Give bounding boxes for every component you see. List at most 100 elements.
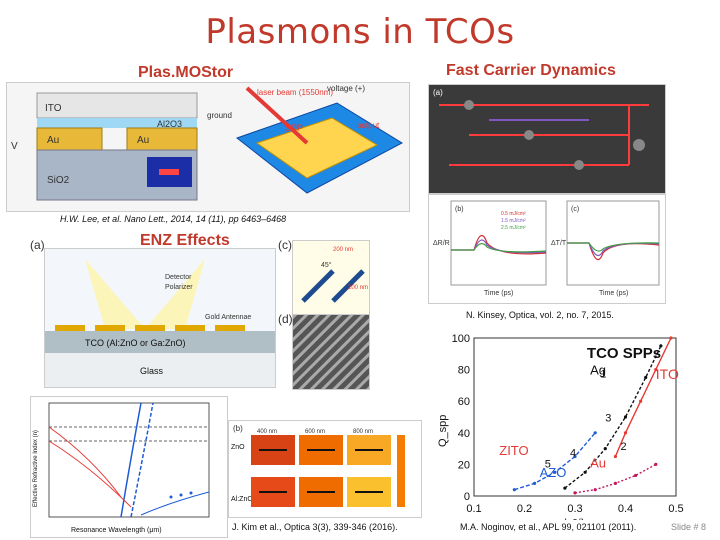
spp-series-point (634, 473, 638, 478)
spp-series-point (613, 481, 617, 485)
glass-label: Glass (140, 366, 164, 376)
antenna-label: Gold Antennae (205, 314, 251, 321)
plot-c-ylabel: ΔT/T (551, 240, 567, 247)
scale-label-1: 200 nm (333, 247, 353, 253)
kim-zno-label: ZnO (231, 444, 245, 451)
spp-annotation: Ag (590, 362, 606, 377)
citation-kim: J. Kim et al., Optica 3(3), 339-346 (201… (232, 522, 398, 532)
plot-b-xlabel: Time (ps) (484, 290, 513, 297)
spp-xtick-label: 0.2 (517, 503, 532, 515)
spp-series-point (593, 488, 597, 492)
spp-annotation: Au (590, 456, 606, 471)
spp-xtick-label: 0.4 (618, 503, 633, 515)
enz-sem-image (292, 314, 370, 390)
output-label: output (357, 121, 380, 130)
spp-ytick-label: 80 (458, 365, 470, 377)
ito-text: ITO (45, 103, 62, 114)
spp-annotation: 4 (570, 448, 576, 460)
citation-lee: H.W. Lee, et al. Nano Lett., 2014, 14 (1… (60, 214, 287, 224)
plasmostor-panel: ITO Au Au Al2O3 SiO2 V laser beam (1550n… (6, 82, 410, 212)
kim-width-1: 400 nm (257, 429, 277, 435)
spp-series-point (573, 491, 577, 495)
ito-layer (36, 92, 198, 119)
kim-alzno-label: Al:ZnO (231, 496, 253, 503)
spp-series-point (669, 336, 673, 340)
kim-field-svg: (b) ZnO Al:ZnO 400 nm 600 nm 800 nm (231, 424, 405, 507)
section-label-fast-carrier: Fast Carrier Dynamics (446, 62, 616, 79)
setup-label-a: (a) (433, 88, 443, 97)
slide-number: Slide # 8 (670, 522, 706, 532)
optical-setup-diagram: (a) (429, 85, 665, 193)
detector-label: Detector (165, 274, 192, 281)
laser-beam-line (245, 86, 309, 145)
spp-xtick-label: 0.5 (668, 503, 683, 515)
legend-3: 2.5 mJ/cm² (501, 225, 526, 231)
spp-series-point (639, 399, 643, 403)
laser-label: laser beam (1550nm) (257, 88, 333, 97)
spp-series-point (512, 488, 516, 492)
angle-label: 45° (321, 261, 332, 269)
spp-series-point (553, 470, 557, 474)
field-hotspot (159, 169, 179, 175)
enz-panel-d-label: (d) (278, 312, 293, 326)
kim-width-2: 600 nm (305, 429, 325, 435)
spp-series-point (623, 415, 628, 419)
tco-spp-svg: 0 20 40 60 80 100 0.1 0.2 0.3 0.4 0.5 Q_spp l_0/λ TCO… (437, 333, 684, 529)
spp-series-point (659, 344, 663, 348)
ground-label: ground (207, 111, 232, 120)
plasmostor-diagram: ITO Au Au Al2O3 SiO2 V laser beam (1550n… (11, 84, 404, 201)
spp-chart-title: TCO SPPs (587, 345, 661, 362)
spp-ytick-label: 40 (458, 428, 470, 440)
spp-xtick-label: 0.1 (466, 503, 481, 515)
kim-index-svg: Effective Refractive Index (n) Resonance… (33, 402, 210, 534)
spp-series-point (654, 462, 658, 466)
kim-panel-b: (b) (233, 424, 243, 433)
optical-setup-photo: (a) (428, 84, 666, 194)
tco-slab (45, 331, 275, 353)
au-text-left: Au (47, 135, 59, 146)
kim-ylabel: Effective Refractive Index (n) (33, 430, 39, 507)
spp-xlabel: l_0/λ (564, 518, 585, 520)
spp-ytick-label: 20 (458, 459, 470, 471)
spp-series-point (654, 368, 658, 372)
spp-annotation: 2 (620, 441, 626, 453)
enz-panel-c-label: (c) (278, 238, 292, 252)
spp-series-point (573, 454, 577, 459)
kim-index-plot: Effective Refractive Index (n) Resonance… (30, 396, 228, 538)
spp-annotation: 5 (545, 459, 551, 471)
spp-ylabel: Q_spp (437, 415, 449, 447)
spp-annotation: 1 (600, 369, 606, 381)
section-label-enz: ENZ Effects (140, 232, 230, 249)
spp-ytick-label: 60 (458, 396, 470, 408)
plot-b-ylabel: ΔR/R (433, 240, 450, 247)
kim-field-maps: (b) ZnO Al:ZnO 400 nm 600 nm 800 nm (228, 420, 422, 518)
spp-xtick-label: 0.3 (567, 503, 582, 515)
enz-diagram-svg: Detector Polarizer Gold Antennae TCO (Al… (45, 259, 275, 387)
sio2-text: SiO2 (47, 175, 70, 186)
polarizer-label: Polarizer (165, 284, 193, 291)
section-label-plasmostor: Plas.MOStor (138, 64, 234, 81)
spp-ytick-label: 0 (464, 491, 470, 503)
spp-series-point (644, 375, 648, 380)
citation-naginov: M.A. Noginov, et al., APL 99, 021101 (20… (460, 522, 637, 532)
spp-annotation: ITO (656, 366, 679, 382)
kim-xlabel: Resonance Wavelength (μm) (71, 527, 162, 534)
spp-annotation: ZITO (499, 443, 528, 458)
scale-label-2: 200 nm (348, 285, 368, 291)
citation-kinsey: N. Kinsey, Optica, vol. 2, no. 7, 2015. (466, 310, 614, 320)
device-gold (255, 117, 379, 179)
spp-label: SPP (285, 123, 303, 133)
spp-annotation: AZO (540, 465, 567, 480)
spp-series-point (613, 454, 617, 459)
plot-c-xlabel: Time (ps) (599, 290, 628, 297)
au-text-right: Au (137, 135, 149, 146)
enz-unit-cell-svg: 45° 200 nm 200 nm (301, 247, 368, 303)
spp-annotation: 3 (605, 413, 611, 425)
al2o3-layer (37, 118, 197, 128)
spp-series-point (623, 431, 628, 435)
voltage-label: voltage (+) (327, 84, 365, 93)
tco-spp-chart: 0 20 40 60 80 100 0.1 0.2 0.3 0.4 0.5 Q_spp l_0/λ TCO… (436, 330, 684, 529)
substrate-label: TCO (Al:ZnO or Ga:ZnO) (85, 338, 186, 348)
transient-plots-svg: (b) ΔR/R Time (ps) 0.5 mJ/cm² 1.5 mJ/cm²… (433, 200, 660, 297)
plot-c-label: (c) (571, 206, 579, 213)
